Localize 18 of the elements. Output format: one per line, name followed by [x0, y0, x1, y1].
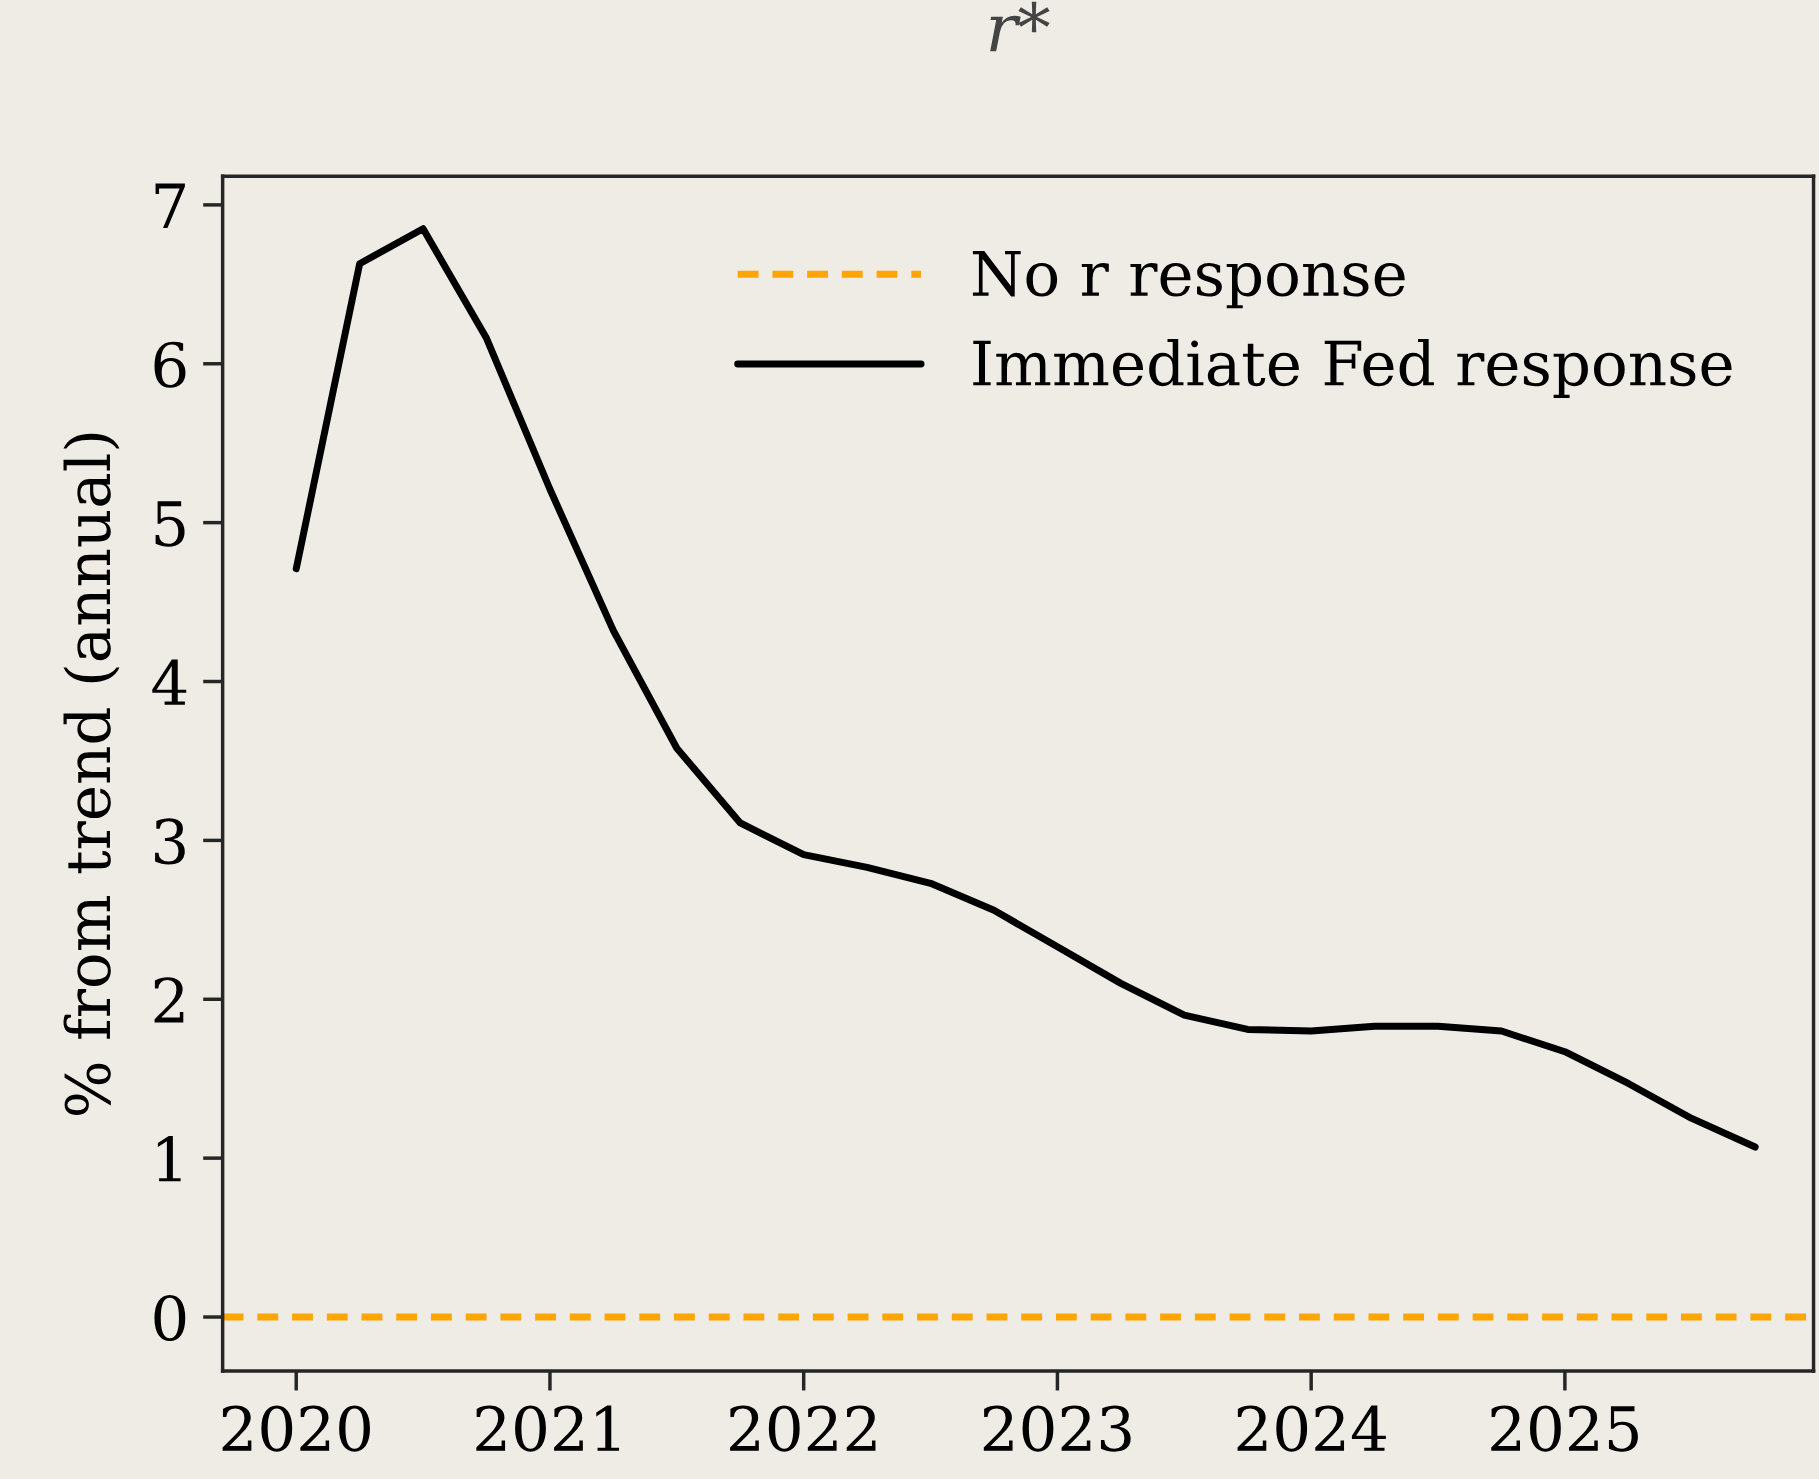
x-tick-label: 2020 — [222, 1405, 370, 1452]
y-tick-label: 3 — [155, 818, 185, 865]
x-tick-label: 2023 — [983, 1405, 1131, 1452]
legend-label: Immediate Fed response — [973, 338, 1732, 399]
y-tick-label: 2 — [154, 977, 184, 1023]
legend-label: No r response — [972, 251, 1405, 309]
y-tick-label: 4 — [152, 659, 187, 705]
x-tick-label: 2025 — [1491, 1405, 1638, 1452]
x-tick-label: 2024 — [1237, 1405, 1386, 1452]
y-tick-label: 5 — [155, 501, 185, 547]
y-tick-label: 7 — [155, 183, 185, 229]
y-tick-label: 0 — [154, 1294, 186, 1342]
chart-title: r* — [990, 1, 1050, 52]
x-tick-label: 2022 — [730, 1405, 876, 1452]
y-tick-label: 6 — [154, 341, 186, 388]
y-tick-label: 1 — [157, 1136, 181, 1182]
y-axis-title: % from trend (annual) — [63, 433, 120, 1116]
x-tick-label: 2021 — [476, 1405, 620, 1452]
